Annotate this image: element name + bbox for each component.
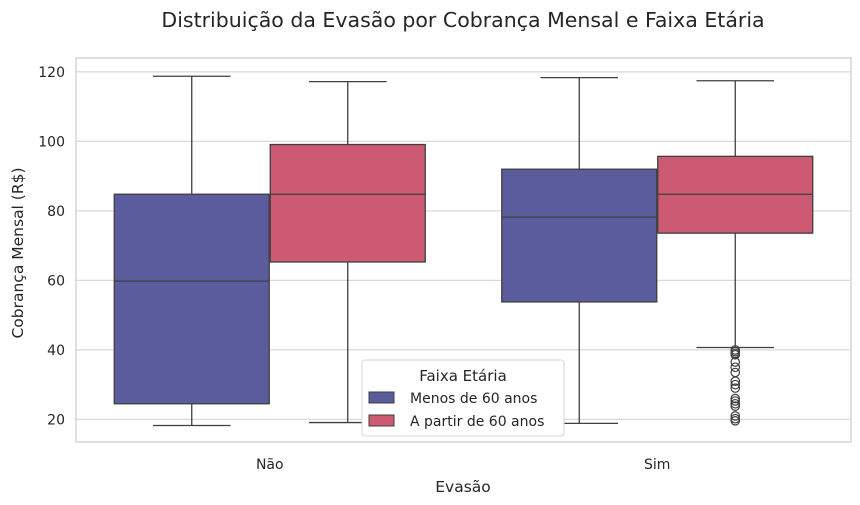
x-tick-label: Não (256, 457, 284, 473)
outlier-point (730, 357, 741, 367)
box-iqr (501, 168, 658, 303)
box-group (657, 80, 814, 426)
outlier-point (730, 398, 741, 409)
legend-swatch-menos-de-60 (368, 391, 395, 404)
outlier-point (730, 376, 741, 386)
y-axis-label: Cobrança Mensal (R$) (9, 167, 27, 338)
box-iqr (113, 193, 270, 405)
legend-label-a-partir-de-60: A partir de 60 anos (410, 414, 544, 430)
outlier-point (730, 362, 741, 373)
legend: Faixa Etária Menos de 60 anos A partir d… (361, 359, 565, 437)
y-tick-label: 80 (47, 204, 65, 220)
legend-title: Faixa Etária (419, 367, 507, 385)
y-tick-label: 120 (38, 65, 65, 81)
y-axis-ticks: 20 40 60 80 100 120 (38, 65, 65, 429)
outlier-point (730, 379, 741, 390)
legend-swatch-a-partir-de-60 (368, 414, 395, 427)
x-axis-label: Evasão (435, 478, 491, 496)
outlier-point (730, 401, 741, 412)
outlier-point (730, 349, 741, 360)
x-tick-label: Sim (644, 457, 670, 473)
legend-label-menos-de-60: Menos de 60 anos (410, 391, 537, 407)
y-tick-label: 60 (47, 273, 65, 289)
outlier-point (730, 383, 741, 393)
box-group (269, 80, 426, 424)
x-axis-ticks: Não Sim (256, 457, 671, 473)
outlier-point (730, 396, 741, 406)
box-iqr (269, 143, 426, 263)
legend-box (361, 359, 565, 437)
outlier-point (730, 416, 741, 426)
box-group (113, 75, 270, 427)
y-tick-label: 20 (47, 412, 65, 428)
outlier-point (730, 411, 741, 421)
outlier-point (730, 393, 741, 404)
chart-title: Distribuição da Evasão por Cobrança Mens… (161, 8, 764, 32)
y-tick-label: 100 (38, 134, 65, 150)
y-tick-label: 40 (47, 343, 65, 359)
